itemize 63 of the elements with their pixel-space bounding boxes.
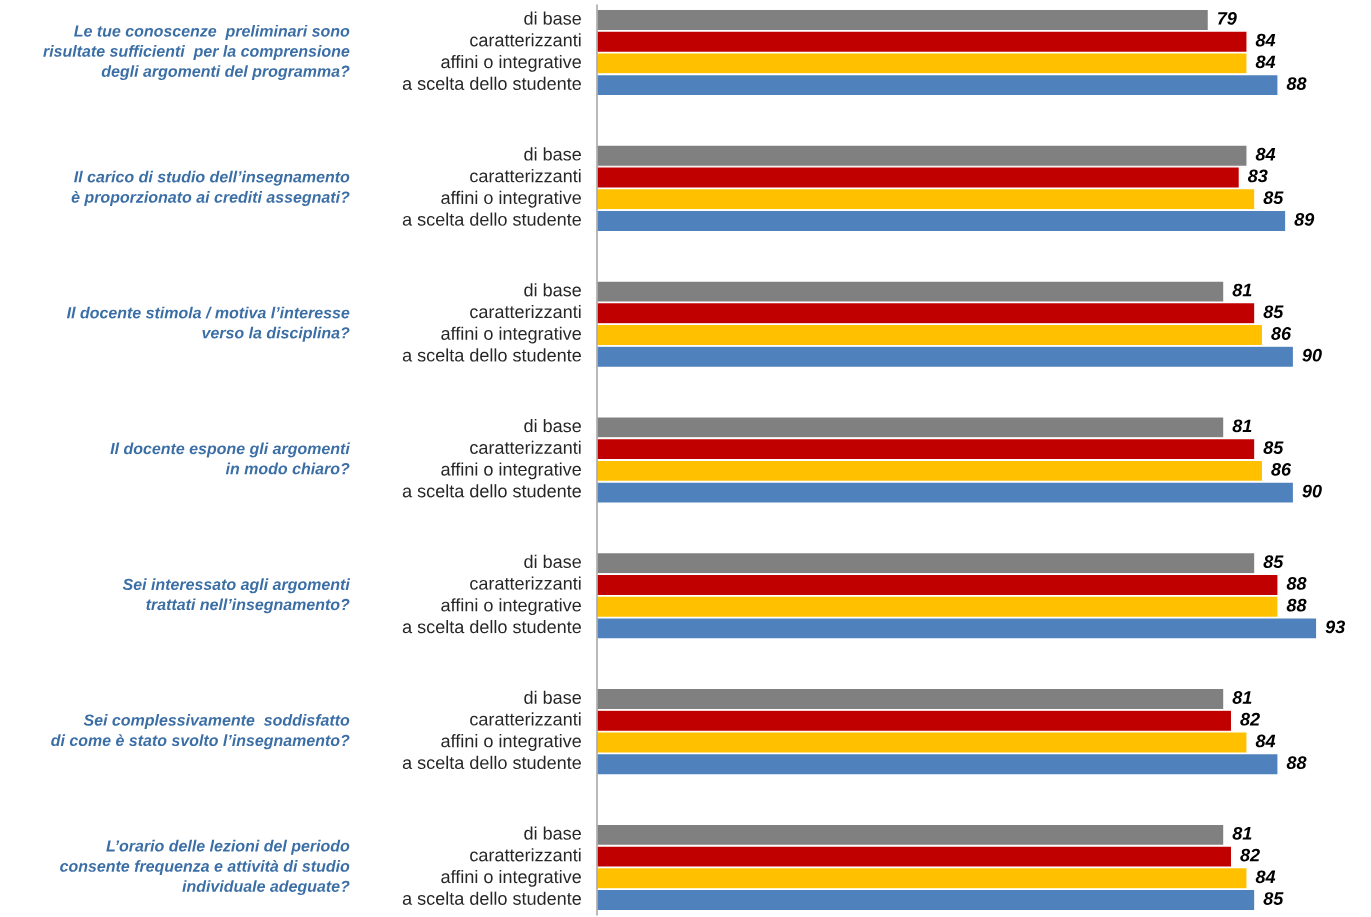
data-label: 84 xyxy=(1255,55,1276,69)
text: a scelta dello studente xyxy=(402,348,581,362)
series-label: di base xyxy=(524,11,581,25)
data-label: 93 xyxy=(1325,620,1346,634)
y-tick-label: Sei interessato agli argomenti trattati nell’insegnamento? xyxy=(122,578,351,614)
y-tick-label: L’orario delle lezioni del periodo consente frequenza e attività di studio individuale adeguate? xyxy=(60,839,350,896)
text: a scelta dello studente xyxy=(402,755,581,770)
data-label: 85 xyxy=(1263,555,1284,569)
y-tick-label: Sei complessivamente soddisfatto di come è stato svolto l’insegnamento? xyxy=(51,714,350,750)
text: di base xyxy=(524,690,581,704)
data-label: 89 xyxy=(1294,213,1315,226)
text: a scelta dello studente xyxy=(402,891,581,905)
text: affini o integrative xyxy=(441,734,581,751)
data-label: 88 xyxy=(1286,756,1307,770)
data-label: 82 xyxy=(1240,848,1260,862)
data-label: 81 xyxy=(1232,691,1252,704)
series-label: caratterizzanti xyxy=(470,33,581,47)
text: affini o integrative xyxy=(441,462,581,480)
series-label: affini o integrative xyxy=(441,54,581,72)
data-label: 85 xyxy=(1263,441,1284,454)
data-label: 85 xyxy=(1263,892,1284,905)
data-label: 83 xyxy=(1247,169,1268,183)
data-label: 86 xyxy=(1271,462,1292,476)
text: a scelta dello studente xyxy=(402,484,581,498)
text: di base xyxy=(524,147,581,161)
text: caratterizzanti xyxy=(470,848,581,862)
data-label: 84 xyxy=(1255,870,1276,884)
data-label: 84 xyxy=(1255,33,1276,47)
text: caratterizzanti xyxy=(470,304,581,319)
data-label: 85 xyxy=(1263,305,1284,319)
y-tick-label: Il carico di studio dell’insegnamento è proporzionato ai crediti assegnati? xyxy=(71,170,350,206)
y-tick-label: Il docente espone gli argomenti in modo chiaro? xyxy=(110,442,351,475)
text: a scelta dello studente xyxy=(402,212,581,226)
text: di base xyxy=(524,826,581,840)
data-label: 88 xyxy=(1286,77,1307,90)
data-label: 81 xyxy=(1232,826,1252,840)
data-label: 81 xyxy=(1232,419,1252,433)
text: caratterizzanti xyxy=(470,712,581,726)
data-label: 88 xyxy=(1286,577,1307,590)
data-label: 81 xyxy=(1232,283,1252,297)
data-label: 88 xyxy=(1286,598,1307,612)
data-label: 84 xyxy=(1255,734,1276,748)
text: di base xyxy=(524,418,581,433)
text: affini o integrative xyxy=(441,598,581,616)
data-label: 85 xyxy=(1263,191,1284,205)
data-label: 90 xyxy=(1302,348,1322,362)
data-label: 82 xyxy=(1240,712,1260,726)
y-tick-label: Le tue conoscenze preliminari sono risultate sufficienti per la comprensione degli argomenti del programma? xyxy=(43,24,350,81)
text: a scelta dello studente xyxy=(402,620,581,634)
data-label: 86 xyxy=(1271,327,1292,340)
data-label: 79 xyxy=(1218,12,1237,25)
y-tick-label: Il docente stimola / motiva l’interesse verso la disciplina? xyxy=(66,306,350,342)
series-label: a scelta dello studente xyxy=(402,76,581,90)
text: di base xyxy=(524,283,581,297)
text: affini o integrative xyxy=(441,326,581,344)
text: affini o integrative xyxy=(441,190,581,208)
text: caratterizzanti xyxy=(470,440,581,454)
data-label: 90 xyxy=(1302,484,1322,498)
text: caratterizzanti xyxy=(470,576,581,590)
data-label: 84 xyxy=(1255,147,1276,161)
text: di base xyxy=(524,554,581,569)
text: affini o integrative xyxy=(441,869,581,887)
text: caratterizzanti xyxy=(470,169,581,183)
